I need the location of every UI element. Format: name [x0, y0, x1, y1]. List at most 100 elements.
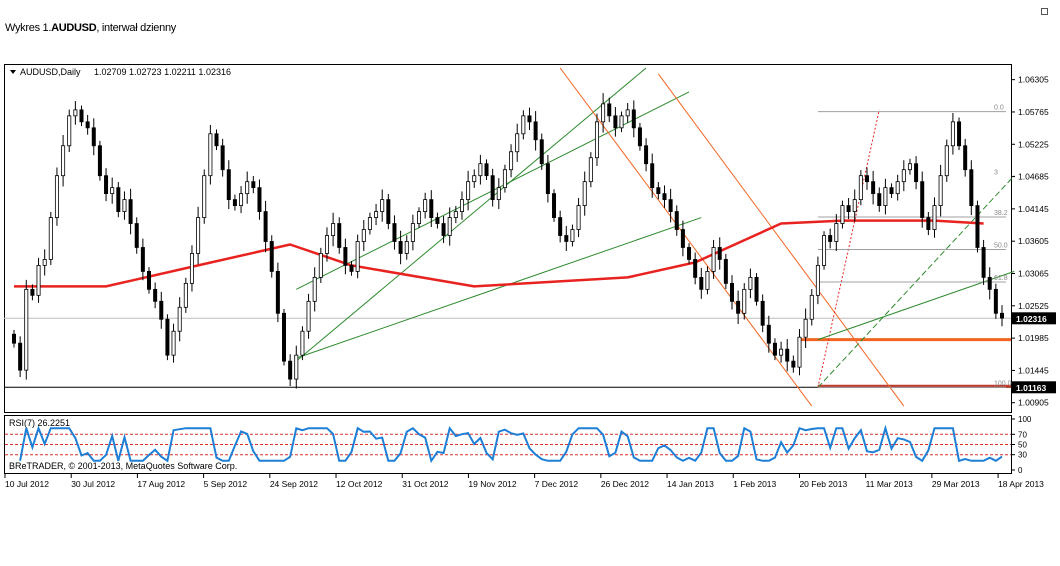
time-tick-label: 12 Oct 2012	[336, 479, 383, 489]
chart-caption: Wykres 1.AUDUSD, interwał dzienny	[5, 22, 176, 34]
candle	[846, 198, 851, 220]
candle-body	[975, 205, 980, 248]
candle-body	[539, 139, 544, 165]
candle-body	[300, 330, 305, 356]
candle	[288, 354, 293, 386]
candle-body	[380, 199, 385, 212]
candle	[852, 189, 857, 222]
candle	[822, 231, 827, 270]
candle	[588, 152, 593, 188]
candle	[159, 291, 164, 329]
candle-body	[282, 312, 287, 362]
candle-body	[48, 217, 53, 260]
candle	[576, 198, 581, 238]
candle-body	[742, 288, 747, 314]
candle-body	[736, 300, 741, 314]
candle	[920, 171, 925, 228]
time-axis: 10 Jul 2012 30 Jul 2012 17 Aug 2012 5 Sep 2…	[4, 474, 1044, 489]
candle-body	[527, 115, 532, 123]
candle	[993, 283, 998, 319]
candle-body	[478, 163, 483, 177]
fibonacci-retracement: 0.0 38.2 50.0 61.8 100.0 3	[817, 105, 1012, 388]
candle	[380, 189, 385, 222]
candle-body	[331, 223, 336, 236]
candle	[171, 323, 176, 363]
candle	[459, 191, 464, 220]
candle-body	[883, 187, 888, 206]
candle-body	[1000, 312, 1005, 319]
fib-level-label: 100.0	[994, 380, 1012, 387]
candle-body	[840, 205, 845, 224]
price-tick-label: 1.04145	[1018, 204, 1049, 214]
candle-body	[294, 354, 299, 380]
candle	[877, 187, 882, 212]
candle-body	[993, 288, 998, 314]
price-label-box: 1.02316	[1012, 312, 1056, 325]
candle	[116, 182, 121, 218]
candle	[533, 111, 538, 151]
candle-body	[288, 360, 293, 380]
time-tick-label: 10 Jul 2012	[5, 479, 49, 489]
candle-body	[619, 115, 624, 129]
candle-body	[91, 127, 96, 147]
candle-body	[318, 253, 323, 278]
price-tick-label: 1.02525	[1018, 301, 1049, 311]
candle-body	[459, 199, 464, 212]
candle-body	[423, 199, 428, 212]
candle	[625, 102, 630, 123]
candle-body	[355, 241, 360, 272]
candle-body	[159, 300, 164, 320]
candle	[165, 314, 170, 361]
candle-body	[429, 199, 434, 218]
candle-body	[214, 133, 219, 147]
candle-body	[232, 199, 237, 206]
candle	[803, 308, 808, 348]
candle-body	[269, 241, 274, 272]
candle-body	[797, 336, 802, 368]
candle-body	[104, 175, 109, 195]
candle-body	[705, 271, 710, 290]
candle	[147, 267, 152, 294]
candle	[674, 205, 679, 236]
candle-body	[748, 276, 753, 290]
candle-body	[901, 169, 906, 183]
candle-body	[822, 235, 827, 266]
candle-body	[85, 121, 90, 129]
candle	[564, 226, 569, 251]
candle	[300, 326, 305, 361]
candle	[687, 243, 692, 264]
time-tick-label: 24 Sep 2012	[270, 479, 318, 489]
candle-body	[729, 282, 734, 302]
candle-body	[588, 157, 593, 183]
candle	[693, 252, 698, 285]
candle	[30, 284, 35, 301]
candle	[67, 109, 72, 153]
candle	[367, 212, 372, 235]
window-restore-icon[interactable]	[1041, 8, 1048, 15]
candle-body	[251, 181, 256, 189]
caption-prefix: Wykres 1.	[5, 22, 52, 34]
price-tick-label: 1.01985	[1018, 333, 1049, 343]
candle	[644, 138, 649, 172]
candle-body	[220, 145, 225, 171]
candle-body	[693, 259, 698, 278]
candle	[189, 245, 194, 292]
candle-body	[711, 247, 716, 272]
candle	[134, 217, 139, 254]
candle	[263, 200, 268, 253]
candle	[104, 168, 109, 202]
candle-body	[828, 235, 833, 242]
candle-body	[754, 276, 759, 302]
candle	[202, 169, 207, 224]
candle	[950, 113, 955, 155]
candle	[226, 160, 231, 210]
triangle-down-icon[interactable]	[10, 70, 16, 74]
candle	[472, 169, 477, 188]
candle-body	[324, 235, 329, 254]
candle	[570, 224, 575, 247]
candle	[975, 200, 980, 253]
time-tick-label: 30 Jul 2012	[71, 479, 115, 489]
candle-body	[613, 115, 618, 129]
candle-body	[656, 187, 661, 195]
